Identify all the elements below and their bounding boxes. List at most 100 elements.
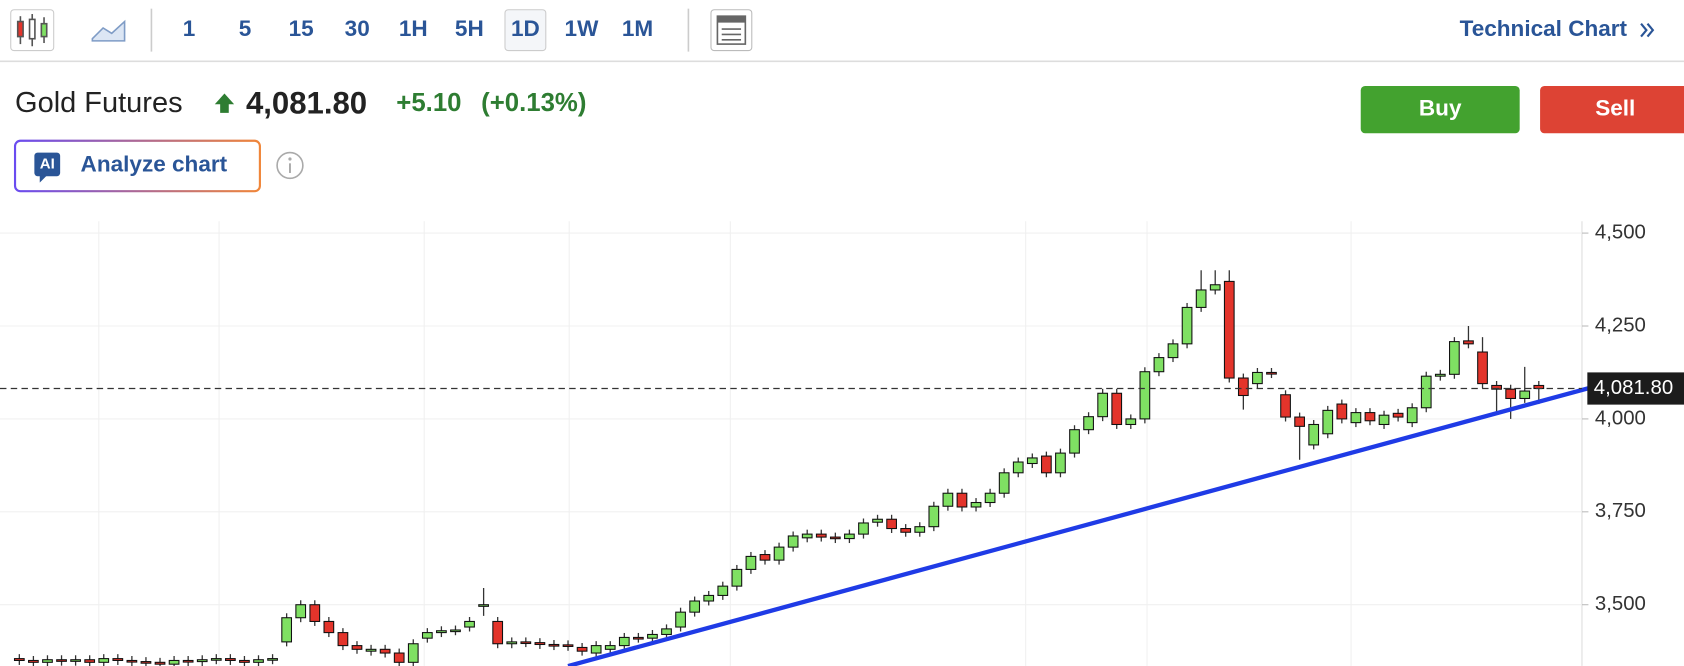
candle-body <box>393 652 405 663</box>
candle-body <box>1069 429 1080 454</box>
candle-body <box>956 492 968 508</box>
last-price: 4,081.80 <box>246 86 367 121</box>
candle-body <box>1350 412 1362 424</box>
interval-button[interactable]: 30 <box>345 16 370 41</box>
sell-button[interactable]: Sell <box>1540 85 1684 134</box>
price-change-percent: (+0.13%) <box>481 89 586 117</box>
candle-body <box>1477 351 1488 385</box>
candle-body <box>421 632 433 639</box>
candle-body <box>1139 371 1151 420</box>
candle-body <box>70 659 81 662</box>
candle-body <box>1195 289 1207 308</box>
candle-body <box>295 604 307 619</box>
candle-body <box>1463 340 1474 345</box>
candle-body <box>126 659 138 663</box>
candle-body <box>787 535 799 548</box>
candle-body <box>970 501 982 508</box>
interval-button[interactable]: 5H <box>455 16 484 41</box>
candle-body <box>42 659 53 663</box>
interval-button[interactable]: 15 <box>289 16 314 41</box>
candle-body <box>253 659 264 663</box>
candle-body <box>1237 377 1249 397</box>
layout-icon-button[interactable] <box>710 9 753 52</box>
candle-body <box>351 645 363 650</box>
candle-body <box>928 505 940 528</box>
time-grid <box>98 221 1352 666</box>
candle-body <box>689 600 701 613</box>
candle-body <box>1449 341 1460 375</box>
candle-body <box>1252 371 1263 385</box>
candle-body <box>464 620 475 628</box>
candle-body <box>281 617 293 643</box>
up-arrow-icon <box>214 93 235 113</box>
candle-body <box>703 594 715 602</box>
candle-body <box>1026 457 1038 465</box>
candle-body <box>365 648 377 652</box>
candle-body <box>1491 384 1502 390</box>
candle-body <box>661 628 672 635</box>
candle-body <box>647 633 658 639</box>
candle-body <box>1434 373 1446 377</box>
candle-body <box>506 641 518 645</box>
candle-body <box>534 642 546 646</box>
interval-button[interactable]: 1D <box>511 16 540 41</box>
candle-body <box>1181 306 1193 345</box>
candle-body <box>492 620 504 645</box>
candle-body <box>562 644 574 648</box>
candle-body <box>1041 455 1052 474</box>
candle-body <box>1266 371 1277 375</box>
candle-body <box>1392 412 1404 418</box>
candle-body <box>28 659 39 663</box>
candle-body <box>1420 375 1432 409</box>
buy-label: Buy <box>1419 96 1462 121</box>
candle-body <box>337 632 349 647</box>
y-tick-label: 4,250 <box>1595 314 1646 336</box>
interval-button[interactable]: 1W <box>565 16 600 41</box>
candle-body <box>1505 388 1517 400</box>
candle-body <box>478 604 489 607</box>
candle-body <box>731 568 743 587</box>
interval-button[interactable]: 5 <box>239 16 252 41</box>
buy-button[interactable]: Buy <box>1360 85 1520 134</box>
technical-chart-link[interactable]: Technical Chart <box>1460 16 1628 41</box>
candle-body <box>1012 461 1024 474</box>
candle-body <box>84 659 96 663</box>
chevron-icon <box>1640 23 1655 38</box>
candle-body <box>618 636 630 647</box>
interval-button[interactable]: 1 <box>183 16 196 41</box>
ai-badge: AI <box>40 155 55 172</box>
candle-body <box>717 585 729 596</box>
candle-body <box>1519 390 1531 400</box>
sell-label: Sell <box>1595 96 1635 121</box>
candle-body <box>590 645 602 654</box>
candle-body <box>1097 392 1109 418</box>
candle-body <box>154 661 166 665</box>
analyze-chart-button[interactable]: AI Analyze chart <box>13 139 261 193</box>
candle-body <box>942 492 954 507</box>
candle-body <box>1322 409 1334 435</box>
candle-body <box>323 620 335 634</box>
candle-body <box>520 641 532 645</box>
analyze-label: Analyze chart <box>81 151 228 176</box>
candle-body <box>900 528 912 533</box>
price-change: +5.10 <box>396 89 461 117</box>
candle-body <box>1378 414 1390 426</box>
candle-body <box>886 518 897 530</box>
y-tick-label: 4,000 <box>1595 407 1646 429</box>
candle-body <box>182 659 194 663</box>
interval-button[interactable]: 1H <box>399 16 428 41</box>
area-icon-button[interactable] <box>91 19 126 42</box>
candle-body <box>309 604 321 622</box>
y-tick-label: 3,750 <box>1595 500 1646 522</box>
candle-body <box>436 630 447 634</box>
y-tick-label: 4,500 <box>1595 221 1646 243</box>
candle-body <box>1083 416 1094 431</box>
info-icon[interactable] <box>276 151 304 180</box>
interval-button[interactable]: 1M <box>622 16 653 41</box>
interval-selected <box>504 9 547 52</box>
candle-body <box>224 658 236 662</box>
candle-body <box>998 472 1010 494</box>
candle-body <box>745 555 757 570</box>
